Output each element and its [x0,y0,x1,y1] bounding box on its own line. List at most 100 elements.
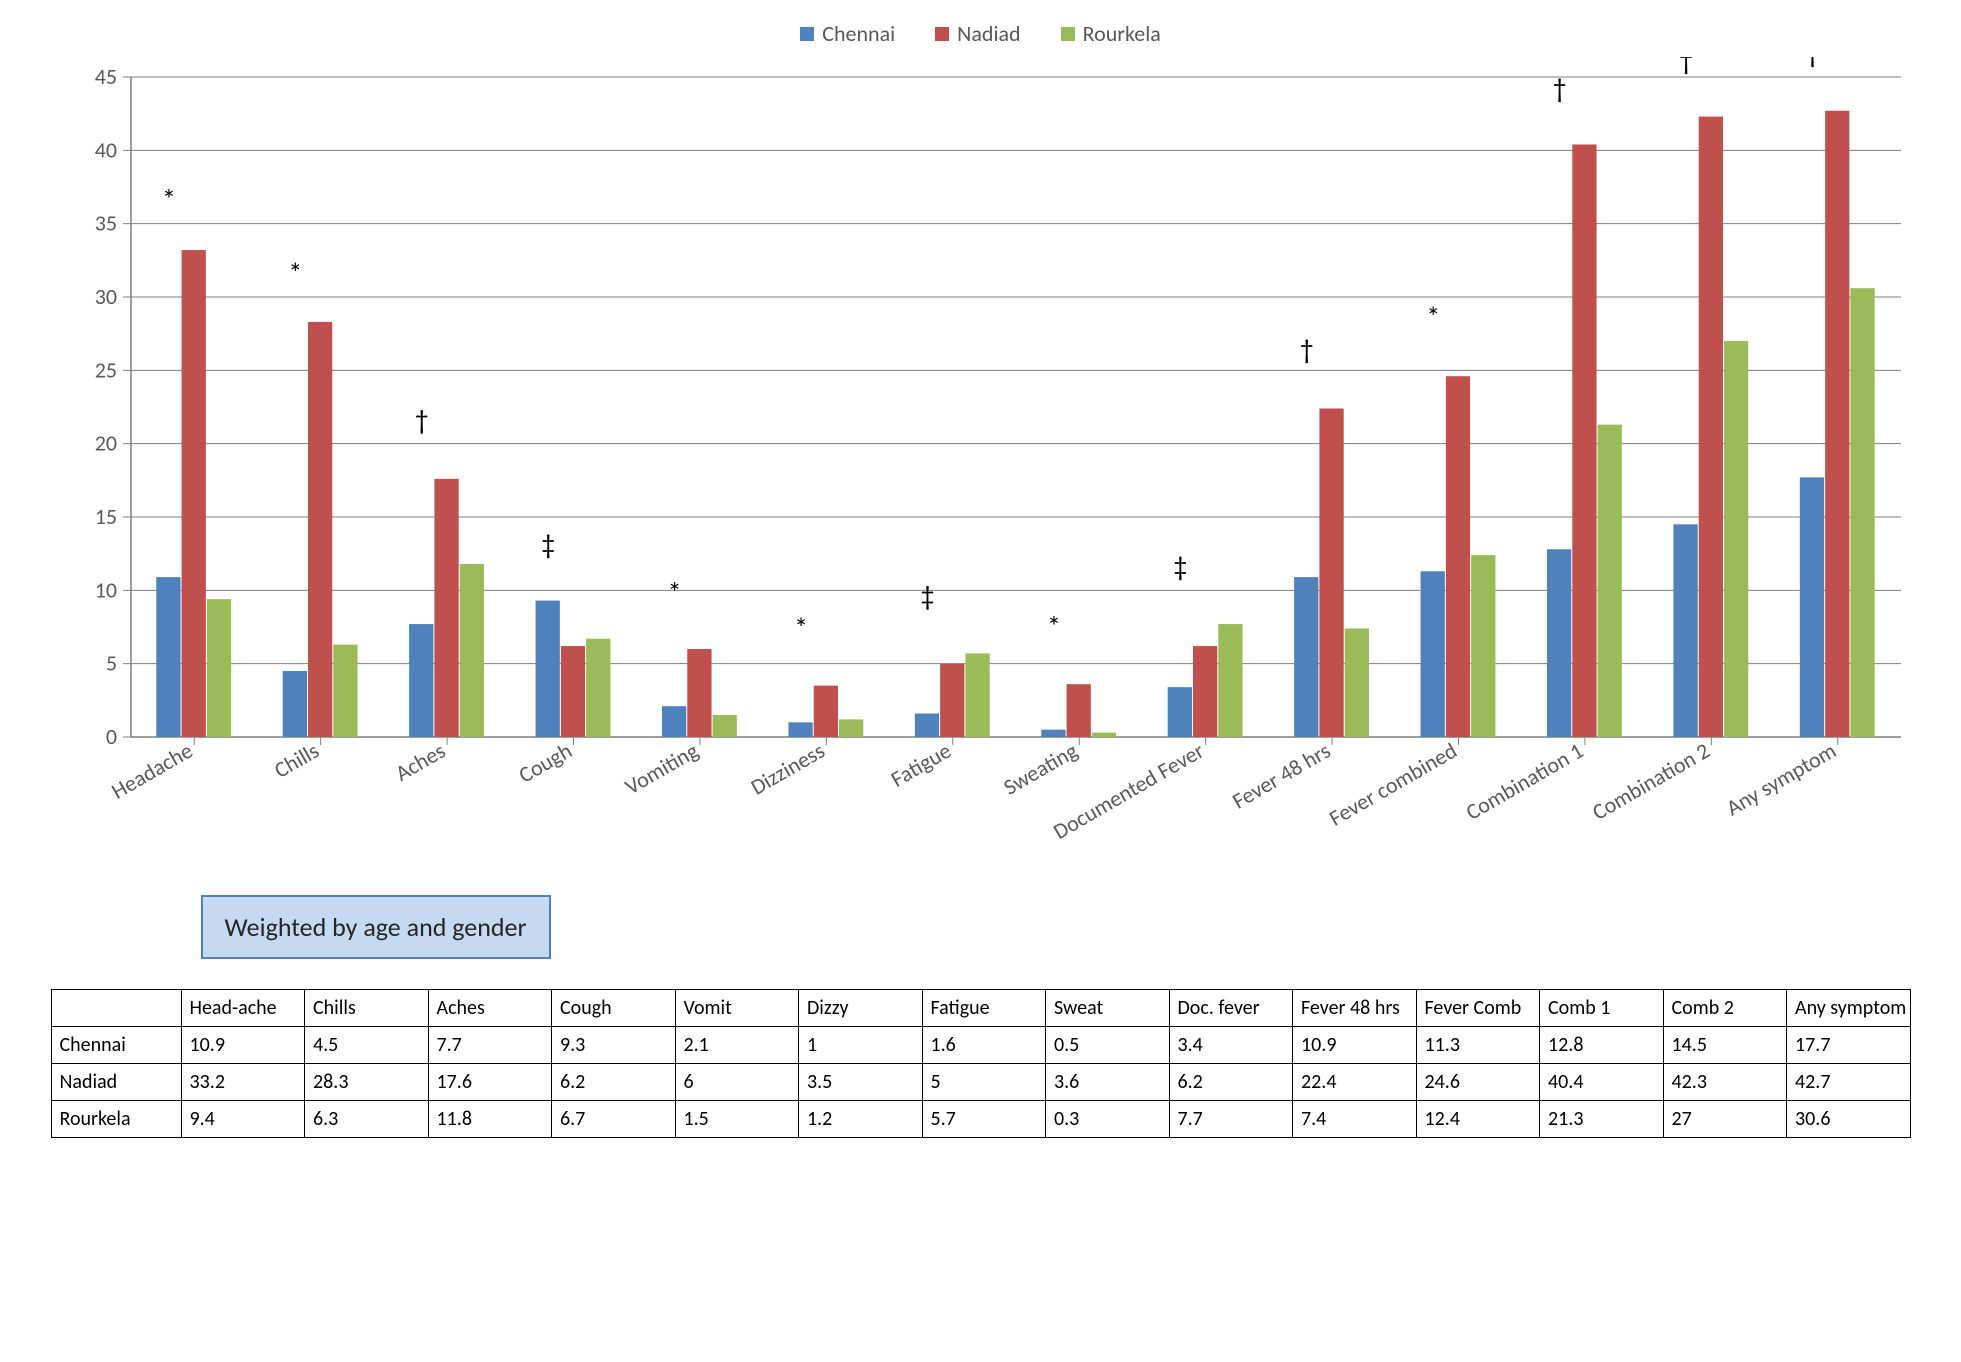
bar [181,250,205,737]
annotation-symbol: ‡ [541,527,555,562]
table-cell: 3.4 [1169,1027,1293,1064]
table-cell: 2.1 [675,1027,799,1064]
table-cell: 10.9 [181,1027,305,1064]
bar [1850,288,1874,737]
bar [1572,144,1596,737]
bar [1698,117,1722,737]
bar [1319,408,1343,737]
bar [586,639,610,737]
table-header-cell: Chills [305,990,429,1027]
chart-legend: ChennaiNadiadRourkela [800,20,1161,47]
bar [788,722,812,737]
bar [1825,111,1849,737]
table-cell: 1 [799,1027,923,1064]
bar [434,479,458,737]
annotation-symbol: * [667,575,681,610]
table-cell: 27 [1663,1101,1787,1138]
table-header-cell: Sweat [1046,990,1170,1027]
annotation-symbol: * [161,182,175,217]
legend-label: Chennai [822,20,895,47]
legend-item: Nadiad [935,20,1020,47]
bar [535,601,559,737]
note-text: Weighted by age and gender [225,911,527,943]
table-cell: 1.2 [799,1101,923,1138]
bar [1724,341,1748,737]
table-header-cell: Cough [552,990,676,1027]
bar [1041,730,1065,737]
table-header-row: Head-acheChillsAchesCoughVomitDizzyFatig… [51,990,1910,1027]
table-header-cell: Comb 1 [1540,990,1664,1027]
x-axis-label: Chills [269,737,323,784]
table-row: Rourkela9.46.311.86.71.51.25.70.37.77.41… [51,1101,1910,1138]
annotation-symbol: * [794,610,808,645]
table-cell: 7.7 [1169,1101,1293,1138]
annotation-symbol: † [1805,57,1819,70]
bar [459,564,483,737]
annotation-symbol: ‡ [1173,549,1187,584]
x-axis-label: Any symptom [1721,737,1840,822]
table-cell: 42.7 [1787,1064,1911,1101]
x-axis-label: Aches [390,737,450,787]
bar [1547,549,1571,737]
bar [1597,425,1621,737]
bar [1420,571,1444,737]
chart-container: 051015202530354045Headache*Chills*Aches†… [51,57,1911,977]
annotation-symbol: ‡ [920,578,934,613]
data-table: Head-acheChillsAchesCoughVomitDizzyFatig… [51,989,1911,1138]
legend-item: Chennai [800,20,895,47]
bar [1066,684,1090,737]
bar [156,577,180,737]
bar [1673,524,1697,737]
svg-text:45: 45 [94,63,116,90]
bar [662,706,686,737]
svg-text:0: 0 [105,723,116,750]
bar-chart: 051015202530354045Headache*Chills*Aches†… [51,57,1911,977]
table-cell: 12.4 [1416,1101,1540,1138]
annotation-symbol: † [414,402,428,437]
x-axis-label: Vomiting [620,737,703,800]
table-cell: 14.5 [1663,1027,1787,1064]
svg-text:30: 30 [94,283,116,310]
bar [333,645,357,737]
annotation-symbol: † [1299,332,1313,367]
table-header-cell: Head-ache [181,990,305,1027]
table-header-cell: Fatigue [922,990,1046,1027]
bar [1471,555,1495,737]
table-cell: 1.6 [922,1027,1046,1064]
svg-text:35: 35 [94,210,116,237]
table-cell: 4.5 [305,1027,429,1064]
table-cell: 6 [675,1064,799,1101]
table-cell: 22.4 [1293,1064,1417,1101]
bar [813,686,837,737]
x-axis-label: Dizziness [745,737,828,801]
table-cell: 40.4 [1540,1064,1664,1101]
bar [1344,628,1368,737]
table-cell: 33.2 [181,1064,305,1101]
table-header-cell: Fever 48 hrs [1293,990,1417,1027]
table-cell: 11.8 [428,1101,552,1138]
table-cell: 1.5 [675,1101,799,1138]
annotation-symbol: * [1426,299,1440,334]
table-cell: 9.4 [181,1101,305,1138]
x-axis-label: Cough [513,737,576,789]
table-cell: 6.2 [552,1064,676,1101]
bar [914,714,938,737]
bar [206,599,230,737]
bar [1799,477,1823,737]
bar [940,664,964,737]
bar [1294,577,1318,737]
table-cell: 17.6 [428,1064,552,1101]
table-cell: 0.3 [1046,1101,1170,1138]
bar [282,671,306,737]
table-cell: 6.3 [305,1101,429,1138]
x-axis-label: Headache [106,737,197,805]
bar [839,719,863,737]
table-cell: 7.7 [428,1027,552,1064]
table-cell: 5.7 [922,1101,1046,1138]
annotation-symbol: * [1046,609,1060,644]
table-row: Chennai10.94.57.79.32.111.60.53.410.911.… [51,1027,1910,1064]
table-row: Nadiad33.228.317.66.263.553.66.222.424.6… [51,1064,1910,1101]
table-cell: 12.8 [1540,1027,1664,1064]
table-header-cell: Dizzy [799,990,923,1027]
x-axis-label: Fatigue [886,737,956,793]
